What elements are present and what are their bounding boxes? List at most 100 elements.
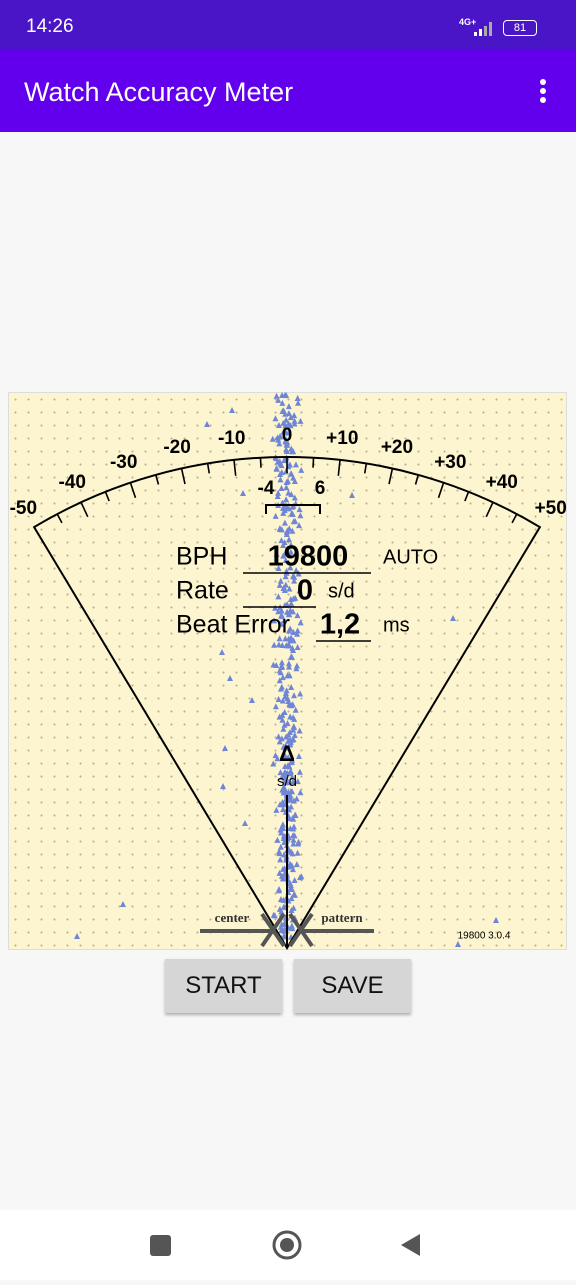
dial-tick [312,457,315,468]
beat-marker [278,537,285,544]
recents-button[interactable] [150,1235,171,1256]
beat-marker [274,755,281,762]
beat-marker [289,814,296,821]
save-button[interactable]: SAVE [294,959,411,1013]
nav-bar [0,1210,576,1280]
beat-marker [283,531,290,538]
battery: 81 [503,20,537,36]
beat-marker [293,567,300,574]
start-button[interactable]: START [165,959,282,1013]
beat-marker [227,675,233,681]
beat-marker [298,466,305,473]
beat-marker [276,885,283,892]
delta-symbol: Δ [279,741,295,766]
beat-marker [298,873,305,880]
dial-tick [485,501,494,518]
beat-marker [291,724,298,731]
beat-marker [284,720,291,727]
scale-label: -50 [10,498,37,519]
beat-marker [249,697,255,703]
beat-marker [287,788,294,795]
scale-label: -20 [163,437,190,458]
beat-marker [279,642,286,649]
beat-marker [278,612,285,619]
beat-marker [279,821,286,828]
beat-marker [276,738,283,745]
beat-marker [288,684,295,691]
beat-marker [274,836,281,843]
beat-marker [278,683,285,690]
beat-marker [272,512,279,519]
dial-tick [104,491,110,502]
beat-marker [287,860,294,867]
dial-tick [530,526,541,542]
beat-marker [283,496,290,503]
beat-marker [275,489,282,496]
beat-marker [293,665,300,672]
beat-marker [455,941,461,947]
beat-marker [287,564,294,571]
beat-marker [297,789,304,796]
beat-marker [282,410,289,417]
beat-marker [278,659,285,666]
axis-unit: s/d [277,773,297,790]
beat-marker [273,806,280,813]
dial-tick [33,526,44,542]
beat-marker [281,539,288,546]
beat-marker [275,421,282,428]
beat-marker [291,732,298,739]
beat-marker [288,922,295,929]
beat-marker [74,933,80,939]
beat-marker [287,884,294,891]
meter: -50 -40 -30 -20 -10 0 +10 +20 +30 +40 +50 -4 6 BPH 198… [10,392,567,950]
beat-marker [285,731,292,738]
dial-tick [464,491,470,502]
dial-tick [155,474,160,485]
beat-marker [286,627,293,634]
beat-marker [286,585,293,592]
beat-marker [296,506,303,513]
beat-marker [285,429,292,436]
dial-tick [259,457,262,468]
dial-tick [388,468,394,485]
beat-marker [294,630,301,637]
dial-tick [414,474,419,485]
beat-marker [291,832,298,839]
beat-marker [290,595,297,602]
beat-marker [278,607,285,614]
beat-marker [283,416,290,423]
beat-marker [295,838,302,845]
beat-marker [287,796,294,803]
beat-marker [285,660,292,667]
beat-marker [285,489,292,496]
beat-marker [291,478,298,485]
beat-marker [272,703,279,710]
back-button[interactable] [401,1234,420,1256]
app-bar: Watch Accuracy Meter [0,50,576,132]
menu-button[interactable] [537,78,549,106]
beat-marker [291,715,298,722]
readout-label: Beat Error [176,611,290,639]
beat-marker [277,896,284,903]
beat-marker [275,695,282,702]
beat-marker [278,773,285,780]
beat-marker [274,492,281,499]
beat-marker [293,662,300,669]
beat-marker [272,752,279,759]
home-button[interactable] [272,1230,302,1260]
beat-marker [294,849,301,856]
beat-marker [277,476,284,483]
beat-marker [280,509,287,516]
beat-marker [295,399,302,406]
beat-marker [292,706,299,713]
beat-marker [284,601,291,608]
dial-tick [511,513,518,524]
beat-marker [222,745,228,751]
scale-label: -40 [59,472,86,493]
beat-marker [280,903,287,910]
readout-label: BPH [176,543,227,571]
beat-marker [276,677,283,684]
beat-marker [280,832,287,839]
dial-tick [437,482,445,499]
